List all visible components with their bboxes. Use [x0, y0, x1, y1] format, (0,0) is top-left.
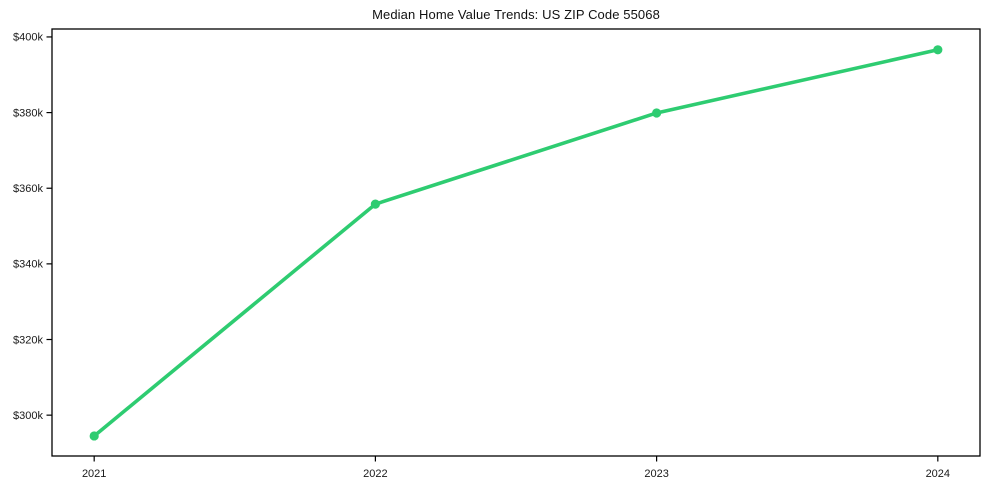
data-point-marker: [652, 108, 662, 118]
x-tick-label: 2024: [926, 468, 950, 480]
y-tick-label: $360k: [13, 183, 43, 195]
y-tick-label: $340k: [13, 259, 43, 271]
data-point-marker: [933, 45, 943, 55]
y-tick-label: $320k: [13, 334, 43, 346]
y-tick-label: $380k: [13, 107, 43, 119]
plot-border: [51, 28, 981, 457]
line-series: [92, 48, 940, 438]
x-tick-label: 2023: [644, 468, 668, 480]
data-point-marker: [370, 199, 380, 209]
y-tick-label: $300k: [13, 410, 43, 422]
x-tick-label: 2022: [363, 468, 387, 480]
data-point-marker: [89, 431, 99, 441]
chart-title: Median Home Value Trends: US ZIP Code 55…: [372, 7, 660, 22]
x-tick-label: 2021: [82, 468, 106, 480]
y-tick-label: $400k: [13, 32, 43, 44]
